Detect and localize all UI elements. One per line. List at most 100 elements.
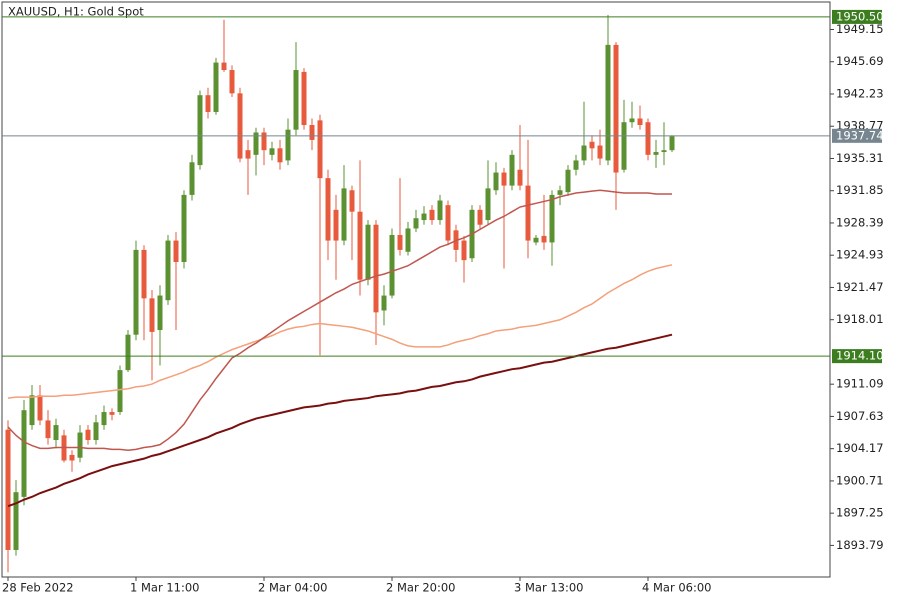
x-tick-label: 2 Mar 04:00 (258, 581, 327, 595)
candle-body (373, 224, 379, 313)
candle-body (141, 249, 147, 299)
level-label: 1937.74 (836, 128, 884, 142)
candle-body (341, 188, 347, 241)
candle-body (413, 218, 419, 229)
chart-title: XAUUSD, H1: Gold Spot (8, 5, 144, 19)
candle-body (237, 93, 243, 159)
candle-body (437, 200, 443, 221)
candle-body (21, 410, 27, 497)
candle-body (101, 412, 107, 426)
y-tick-label: 1897.25 (836, 506, 884, 520)
candle-body (77, 432, 83, 458)
candle-body (213, 62, 219, 112)
x-tick-label: 2 Mar 20:00 (386, 581, 455, 595)
candle-body (613, 44, 619, 173)
candle-body (93, 422, 99, 441)
candle-body (445, 205, 451, 241)
y-tick-label: 1942.23 (836, 86, 884, 100)
x-tick-label: 4 Mar 06:00 (642, 581, 711, 595)
y-tick-label: 1949.15 (836, 22, 884, 36)
candle-body (661, 150, 667, 153)
y-tick-label: 1918.01 (836, 312, 884, 326)
candle-body (653, 152, 659, 155)
candle-body (109, 412, 115, 415)
candle-body (557, 190, 563, 195)
candle-body (565, 169, 571, 193)
candle-body (125, 334, 131, 371)
candle-body (117, 370, 123, 413)
candle-body (309, 125, 315, 140)
candle-body (253, 132, 259, 155)
candle-body (509, 154, 515, 186)
candle-body (173, 240, 179, 263)
y-tick-label: 1911.09 (836, 377, 884, 391)
candle-body (221, 62, 227, 71)
candle-body (69, 454, 75, 461)
candle-body (165, 240, 171, 301)
y-tick-label: 1893.79 (836, 538, 884, 552)
candle-body (589, 141, 595, 149)
x-tick-label: 1 Mar 11:00 (130, 581, 199, 595)
candle-body (381, 295, 387, 311)
moving-average (7, 264, 673, 399)
candle-body (133, 249, 139, 335)
candle-body (149, 298, 155, 332)
candle-body (277, 148, 283, 163)
candle-body (645, 122, 651, 155)
candle-body (629, 118, 635, 123)
y-tick-label: 1931.85 (836, 183, 884, 197)
candle-body (357, 211, 363, 280)
candle-body (85, 429, 91, 441)
level-label: 1950.50 (836, 9, 884, 23)
candle-body (669, 136, 675, 151)
candle-body (37, 395, 43, 421)
candle-body (325, 178, 331, 241)
plot-frame (1, 1, 831, 578)
candle-body (301, 71, 307, 126)
y-tick-label: 1945.69 (836, 54, 884, 68)
candle-body (181, 194, 187, 263)
candle-body (637, 118, 643, 126)
candle-body (541, 235, 547, 243)
candle-body (621, 122, 627, 170)
candle-body (245, 150, 251, 159)
candle-body (5, 429, 11, 550)
candle-body (397, 234, 403, 250)
candle-body (293, 70, 299, 130)
level-label: 1914.10 (836, 349, 884, 363)
y-tick-label: 1924.93 (836, 248, 884, 262)
level-label-bg (832, 349, 882, 364)
candle-body (533, 237, 539, 243)
candle-body (421, 213, 427, 221)
candle-body (53, 425, 59, 441)
candle-body (461, 240, 467, 261)
candle-body (45, 420, 51, 439)
candle-body (581, 145, 587, 161)
candle-body (261, 132, 267, 151)
candle-body (197, 95, 203, 166)
x-tick-label: 3 Mar 13:00 (514, 581, 583, 595)
moving-average (7, 189, 672, 452)
y-tick-label: 1921.47 (836, 280, 884, 294)
candle-body (501, 172, 507, 186)
candle-body (597, 145, 603, 159)
y-tick-label: 1900.71 (836, 473, 884, 487)
candle-body (429, 209, 435, 221)
candle-body (205, 95, 211, 112)
y-tick-label: 1928.39 (836, 215, 884, 229)
candle-body (517, 169, 523, 186)
candle-body (605, 44, 611, 161)
candle-body (485, 188, 491, 221)
candle-body (525, 185, 531, 241)
y-tick-label: 1904.17 (836, 441, 884, 455)
candle-body (477, 209, 483, 225)
candle-body (573, 160, 579, 170)
candle-body (405, 228, 411, 252)
candle-body (389, 234, 395, 296)
candle-body (285, 129, 291, 161)
candle-body (157, 295, 163, 331)
y-tick-label: 1935.31 (836, 151, 884, 165)
candle-body (229, 70, 235, 94)
candle-body (317, 120, 323, 179)
